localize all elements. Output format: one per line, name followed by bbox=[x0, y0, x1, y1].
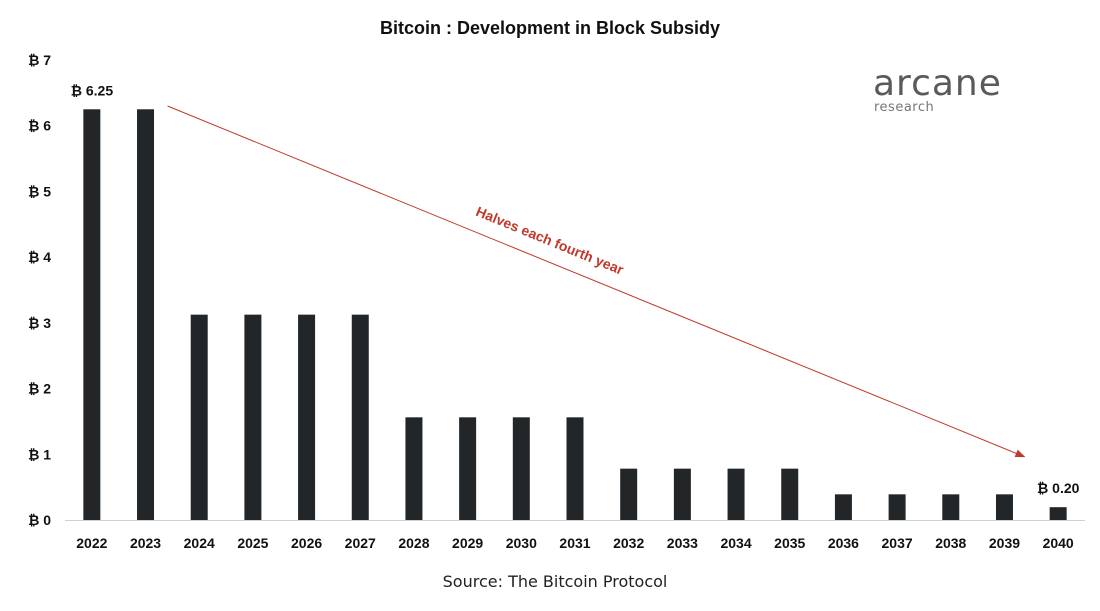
bar-2034 bbox=[727, 468, 745, 520]
x-tick-label: 2024 bbox=[184, 535, 215, 551]
bar-2030 bbox=[512, 417, 530, 520]
x-tick-label: 2037 bbox=[882, 535, 913, 551]
x-tick-label: 2029 bbox=[452, 535, 483, 551]
y-tick-label: ₿ 7 bbox=[28, 52, 51, 68]
x-tick-label: 2030 bbox=[506, 535, 537, 551]
y-tick-label: ₿ 4 bbox=[28, 249, 51, 265]
bar-2027 bbox=[351, 314, 369, 520]
bar-2022 bbox=[83, 109, 101, 521]
x-tick-label: 2033 bbox=[667, 535, 698, 551]
chart-title: Bitcoin : Development in Block Subsidy bbox=[380, 18, 720, 38]
x-tick-label: 2040 bbox=[1043, 535, 1074, 551]
bar-2033 bbox=[673, 468, 691, 520]
bar-2037 bbox=[888, 494, 906, 520]
bar-2031 bbox=[566, 417, 584, 520]
x-tick-label: 2028 bbox=[398, 535, 429, 551]
bar-2024 bbox=[190, 314, 208, 520]
bar-2026 bbox=[298, 314, 316, 520]
x-tick-label: 2023 bbox=[130, 535, 161, 551]
x-tick-label: 2026 bbox=[291, 535, 322, 551]
bar-2032 bbox=[620, 468, 638, 520]
x-tick-label: 2036 bbox=[828, 535, 859, 551]
x-tick-label: 2039 bbox=[989, 535, 1020, 551]
y-tick-label: ₿ 5 bbox=[28, 183, 51, 199]
data-label-2040: ₿ 0.20 bbox=[1037, 480, 1080, 496]
bar-2028 bbox=[405, 417, 423, 520]
y-axis: ₿ 0 ₿ 1 ₿ 2 ₿ 3 ₿ 4 ₿ 5 ₿ 6 ₿ 7 bbox=[28, 52, 51, 528]
x-tick-label: 2034 bbox=[720, 535, 751, 551]
logo-main-text: arcane bbox=[873, 63, 1002, 104]
x-tick-label: 2025 bbox=[237, 535, 268, 551]
x-tick-label: 2035 bbox=[774, 535, 805, 551]
annotation-arrow bbox=[167, 105, 1026, 458]
x-tick-label: 2031 bbox=[559, 535, 590, 551]
data-labels: ₿ 6.25 ₿ 0.20 bbox=[71, 82, 1080, 496]
bar-2036 bbox=[834, 494, 852, 520]
bar-2029 bbox=[459, 417, 477, 520]
y-tick-label: ₿ 2 bbox=[28, 381, 51, 397]
x-tick-label: 2038 bbox=[935, 535, 966, 551]
x-tick-label: 2032 bbox=[613, 535, 644, 551]
x-axis: 2022 2023 2024 2025 2026 2027 2028 2029 2030 2031… bbox=[76, 535, 1074, 551]
arcane-research-logo: arcane research bbox=[873, 63, 1002, 115]
bar-2035 bbox=[781, 468, 799, 520]
bar-2039 bbox=[995, 494, 1013, 520]
x-tick-label: 2027 bbox=[345, 535, 376, 551]
y-tick-label: ₿ 3 bbox=[28, 315, 51, 331]
y-tick-label: ₿ 6 bbox=[28, 118, 51, 134]
bar-2040 bbox=[1049, 507, 1067, 520]
bar-2038 bbox=[942, 494, 960, 520]
x-tick-label: 2022 bbox=[76, 535, 107, 551]
y-tick-label: ₿ 0 bbox=[28, 512, 51, 528]
halving-annotation: Halves each fourth year bbox=[167, 105, 1026, 458]
bars bbox=[83, 109, 1067, 521]
bar-2023 bbox=[137, 109, 155, 521]
data-label-2022: ₿ 6.25 bbox=[71, 82, 114, 98]
y-tick-label: ₿ 1 bbox=[28, 446, 51, 462]
bar-2025 bbox=[244, 314, 262, 520]
logo-sub-text: research bbox=[874, 100, 934, 115]
source-note: Source: The Bitcoin Protocol bbox=[443, 572, 668, 591]
